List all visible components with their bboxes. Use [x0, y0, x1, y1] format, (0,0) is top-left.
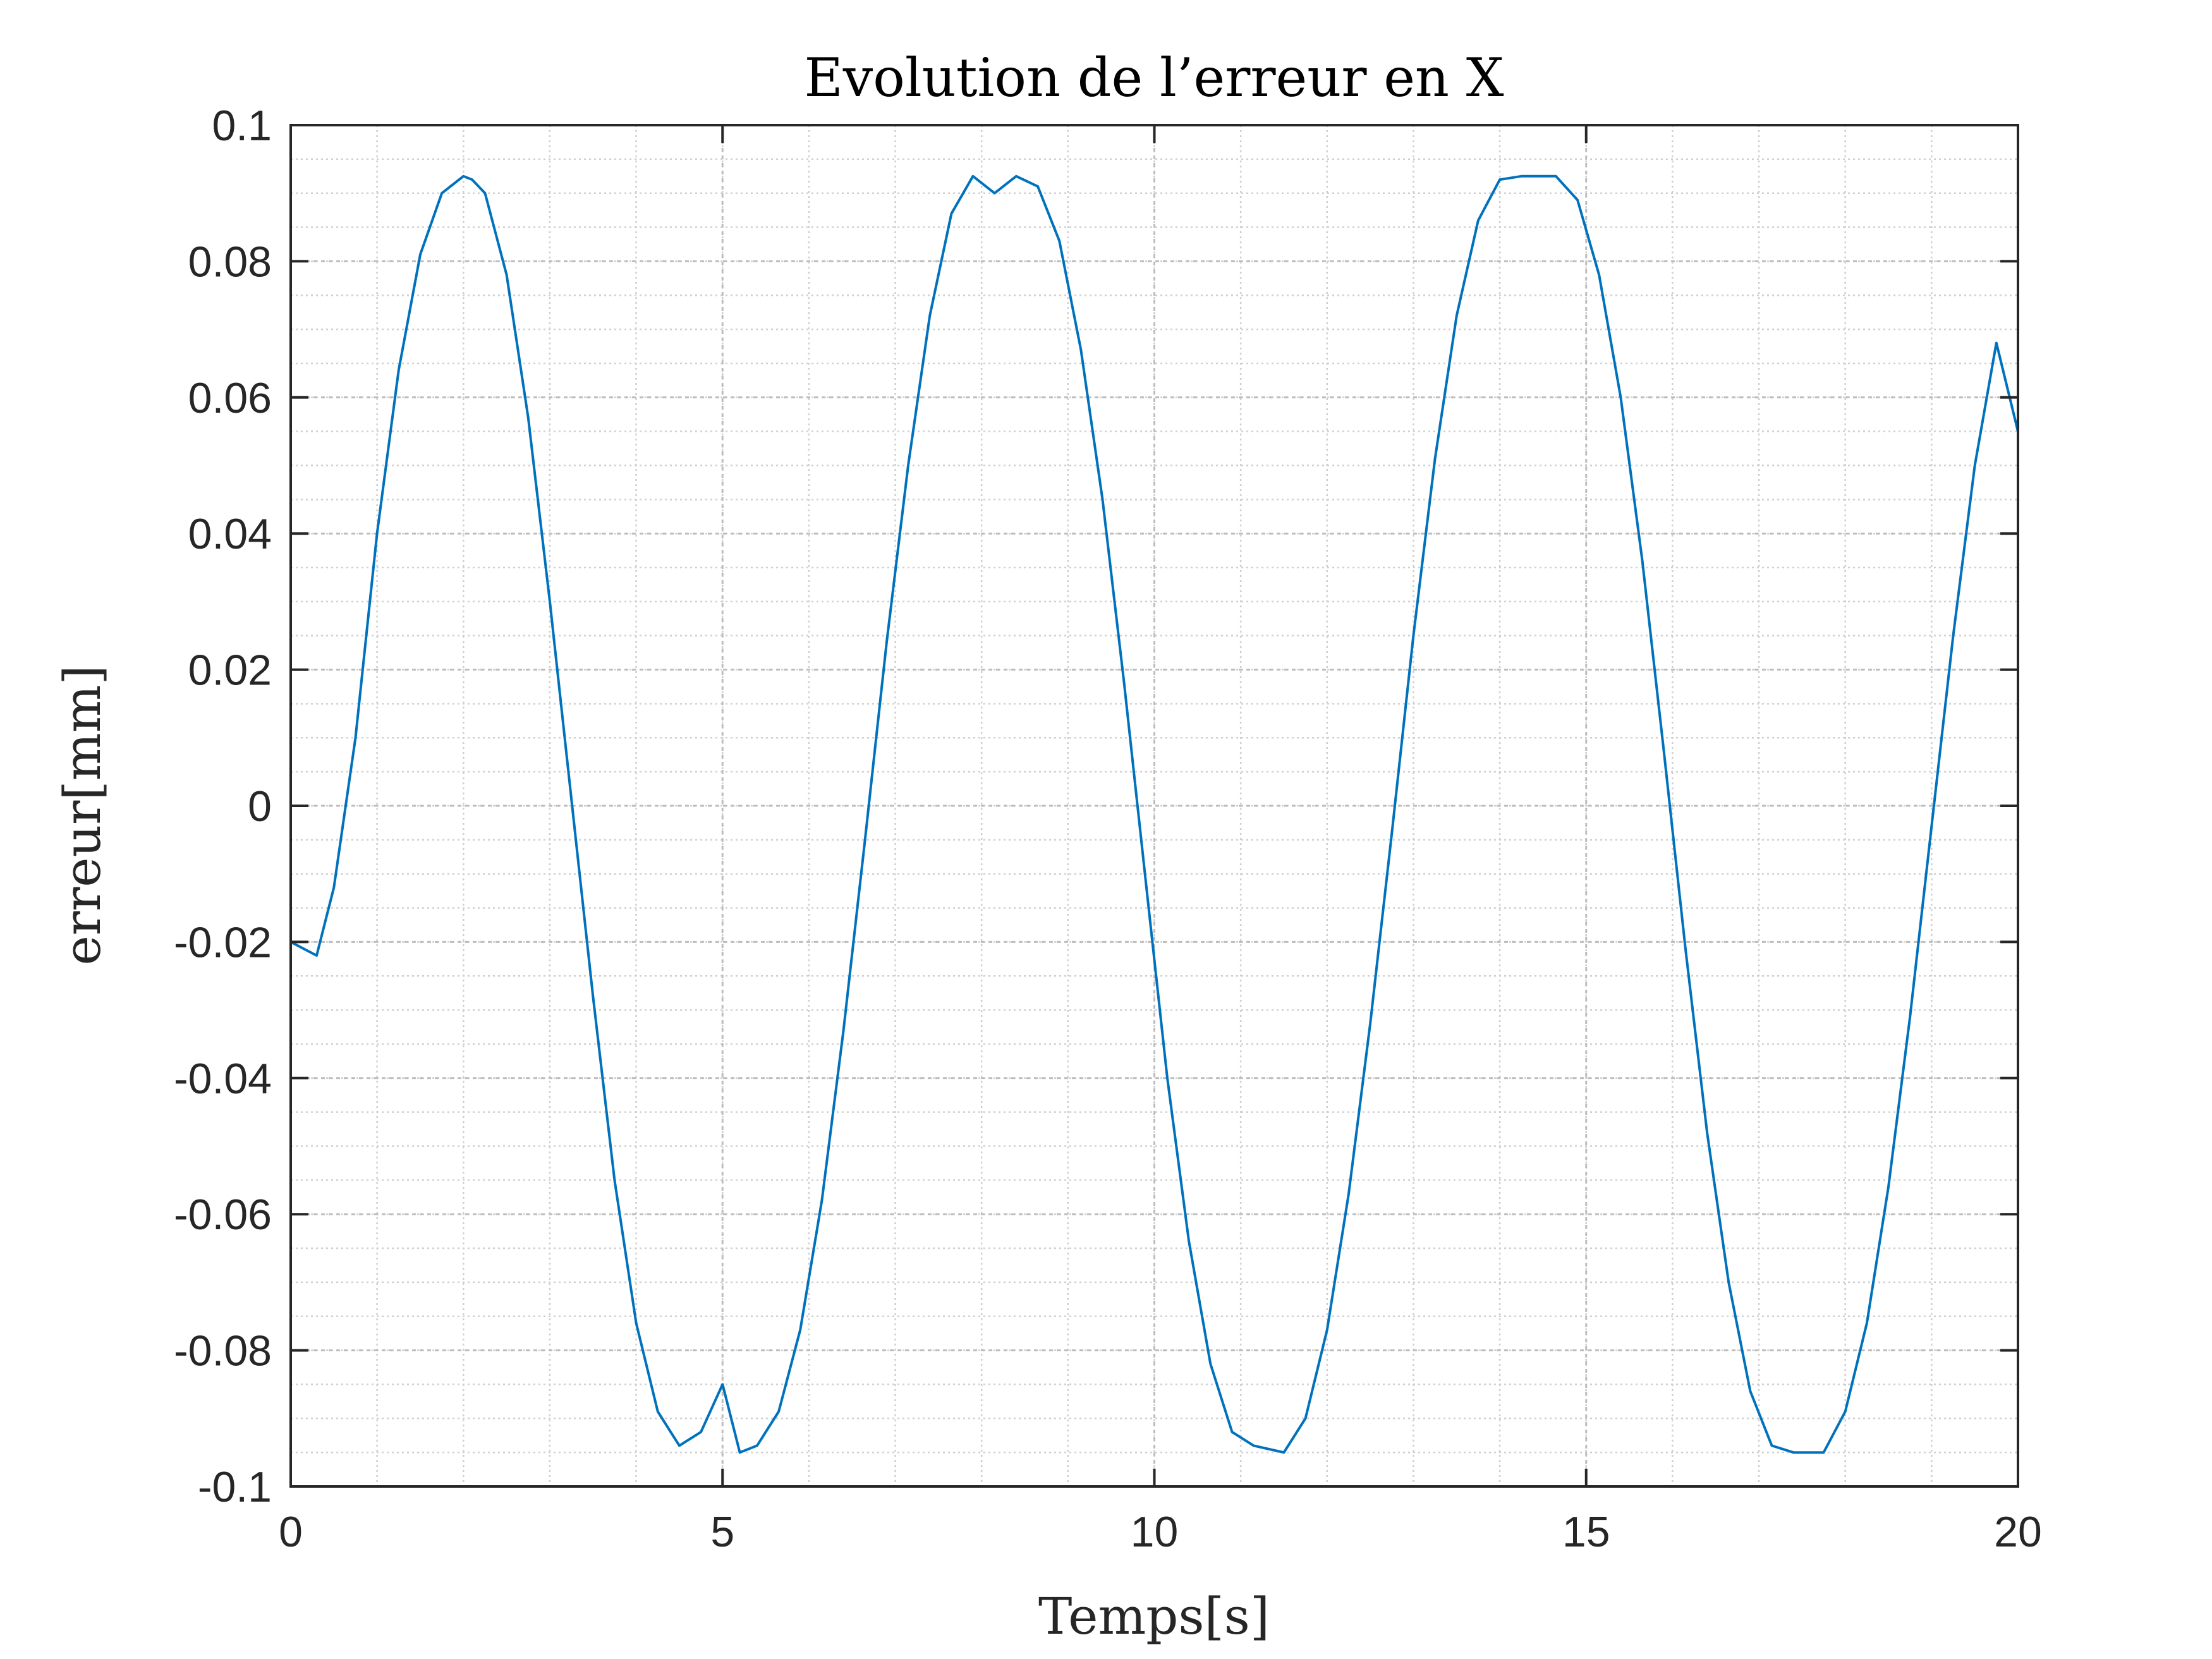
- y-tick-label: 0.1: [212, 102, 272, 150]
- x-tick-label: 10: [1131, 1508, 1179, 1556]
- tick-marks: [289, 124, 2019, 1488]
- y-tick-label: 0.06: [188, 374, 272, 422]
- y-axis-label: erreur[mm]: [53, 665, 112, 965]
- y-tick-label: -0.02: [174, 918, 272, 966]
- plot-area: [291, 174, 2018, 1454]
- y-tick-label: -0.06: [174, 1191, 272, 1239]
- y-tick-labels: 0.1 0.08 0.06 0.04 0.02 0 -0.02 -0.04 -0.06 -0.08…: [174, 102, 272, 1511]
- y-tick-label: 0: [248, 782, 272, 830]
- y-tick-label: 0.08: [188, 238, 272, 286]
- minor-grid: [289, 124, 2019, 1488]
- y-tick-label: 0.04: [188, 510, 272, 558]
- x-tick-label: 20: [1994, 1508, 2042, 1556]
- x-axis-label: Temps[s]: [1038, 1587, 1270, 1646]
- series-line-1: [291, 174, 2018, 1454]
- y-tick-label: -0.1: [198, 1463, 272, 1511]
- x-tick-labels: 0 5 10 15 20: [279, 1508, 2042, 1556]
- x-tick-label: 15: [1562, 1508, 1610, 1556]
- y-tick-label: -0.04: [174, 1055, 272, 1103]
- x-tick-label: 0: [279, 1508, 303, 1556]
- x-tick-label: 5: [710, 1508, 734, 1556]
- chart-title: Evolution de l’erreur en X: [804, 47, 1504, 109]
- y-tick-label: 0.02: [188, 647, 272, 695]
- y-tick-label: -0.08: [174, 1327, 272, 1375]
